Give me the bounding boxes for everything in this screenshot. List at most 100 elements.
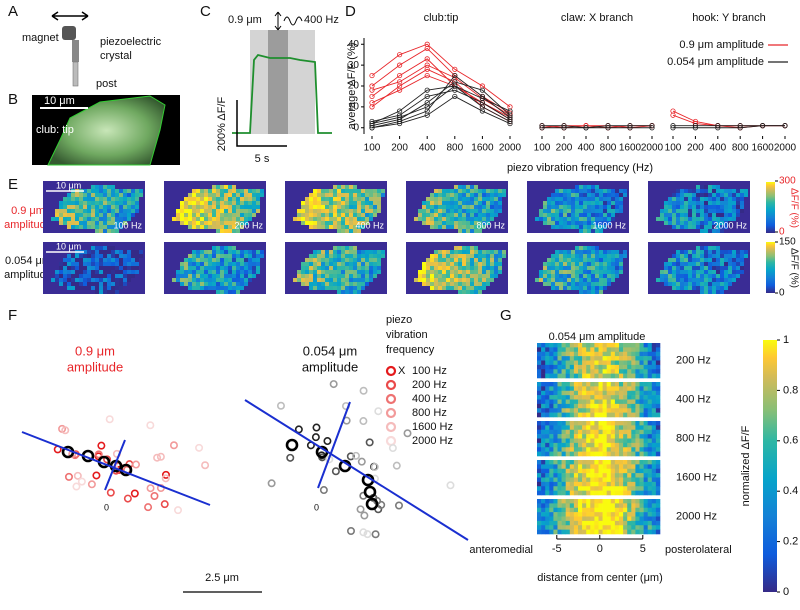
heatmap-cell — [111, 209, 115, 213]
heatmap-cell — [325, 193, 329, 197]
heatmap-cell — [587, 201, 591, 205]
legend-label: 0.054 μm amplitude — [667, 56, 764, 68]
heatmap-cell — [647, 468, 653, 474]
heatmap-cell — [244, 189, 248, 193]
heatmap-cell — [573, 442, 579, 448]
heatmap-cell — [547, 278, 551, 282]
heatmap-cell — [619, 364, 624, 370]
heatmap-cell — [583, 274, 587, 278]
heatmap-cell — [619, 490, 624, 496]
chart-title: club:tip — [424, 12, 459, 24]
heatmap-cell — [651, 429, 657, 435]
heatmap-cell — [309, 258, 313, 262]
heatmap-cell — [602, 399, 607, 405]
heatmap-cell — [301, 217, 305, 221]
heatmap-cell — [426, 278, 430, 282]
heatmap-cell — [582, 442, 587, 448]
heatmap-cell — [582, 425, 587, 431]
heatmap-cell — [345, 217, 349, 221]
heatmap-cell — [228, 250, 232, 254]
heatmap-cell — [720, 193, 724, 197]
heatmap-cell — [582, 520, 587, 526]
heatmap-cell — [494, 250, 498, 254]
heatmap-cell — [594, 412, 599, 418]
heatmap-cell — [365, 270, 369, 274]
data-point — [424, 93, 430, 100]
heatmap-cell — [204, 225, 208, 229]
heatmap-cell — [309, 262, 313, 266]
heatmap-cell — [660, 209, 664, 213]
heatmap-cell — [353, 185, 357, 189]
heatmap-cell — [565, 525, 571, 530]
heatmap-cell — [555, 266, 559, 270]
heatmap-cell — [107, 266, 111, 270]
heatmap-cell — [224, 217, 228, 221]
heatmap-cell — [590, 390, 595, 396]
heatmap-cell — [569, 403, 575, 409]
heatmap-cell — [345, 282, 349, 286]
heatmap-cell — [545, 473, 550, 478]
heatmap-cell — [563, 213, 567, 217]
heatmap-cell — [537, 529, 542, 535]
legend-marker — [385, 379, 397, 391]
heatmap-cell — [545, 373, 550, 379]
heatmap-cell — [623, 364, 628, 370]
heatmap-cell — [728, 278, 732, 282]
heatmap-cell — [236, 290, 240, 294]
heatmap-cell — [196, 189, 200, 193]
heatmap-cell — [131, 254, 135, 258]
heatmap-cell — [59, 270, 63, 274]
heatmap-cell — [180, 274, 184, 278]
heatmap-cell — [549, 421, 554, 426]
heatmap-cell — [728, 254, 732, 258]
heatmap-cell — [557, 360, 562, 366]
heatmap-cell — [563, 278, 567, 282]
scatter-point — [359, 417, 368, 426]
heatmap-cell — [565, 451, 571, 457]
heatmap-cell — [357, 266, 361, 270]
heatmap-cell — [553, 360, 558, 366]
heatmap-cell — [537, 481, 542, 487]
heatmap-cell — [551, 213, 555, 217]
heatmap-cell — [696, 201, 700, 205]
heatmap-cell — [557, 473, 562, 478]
heatmap-cell — [216, 254, 220, 258]
heatmap-cell — [587, 217, 591, 221]
heatmap-cell — [462, 246, 466, 250]
heatmap-cell — [647, 390, 653, 396]
scatter-point — [311, 433, 320, 442]
heatmap-cell — [619, 266, 623, 270]
heatmap-cell — [700, 225, 704, 229]
heatmap-cell — [627, 481, 632, 487]
heatmap-cell — [655, 464, 661, 470]
heatmap-cell — [131, 209, 135, 213]
heatmap-cell — [586, 399, 591, 405]
heatmap-cell — [610, 390, 616, 396]
heatmap-cell — [309, 217, 313, 221]
heatmap-cell — [236, 262, 240, 266]
heatmap-cell — [591, 254, 595, 258]
heatmap-cell — [610, 425, 616, 431]
heatmap-cell — [91, 213, 95, 217]
heatmap-cell — [587, 262, 591, 266]
heatmap-cell — [614, 520, 620, 526]
heatmap-cell — [438, 225, 442, 229]
heatmap-cell — [549, 507, 554, 513]
heatmap-cell — [430, 209, 434, 213]
heatmap-cell — [547, 274, 551, 278]
heatmap-cell — [573, 451, 579, 457]
heatmap-cell — [688, 274, 692, 278]
heatmap-cell — [655, 477, 661, 483]
heatmap-cell — [602, 499, 607, 504]
heatmap-cell — [586, 373, 591, 379]
heatmap-cell — [545, 351, 550, 357]
heatmap-cell — [606, 382, 612, 387]
heatmap-cell — [123, 250, 127, 254]
heatmap-cell — [619, 262, 623, 266]
heatmap-cell — [549, 360, 554, 366]
heatmap-cell — [545, 520, 550, 526]
heatmap-cell — [87, 209, 91, 213]
heatmap-cell — [196, 225, 200, 229]
heatmap-cell — [127, 262, 131, 266]
heatmap-cell — [573, 351, 579, 357]
